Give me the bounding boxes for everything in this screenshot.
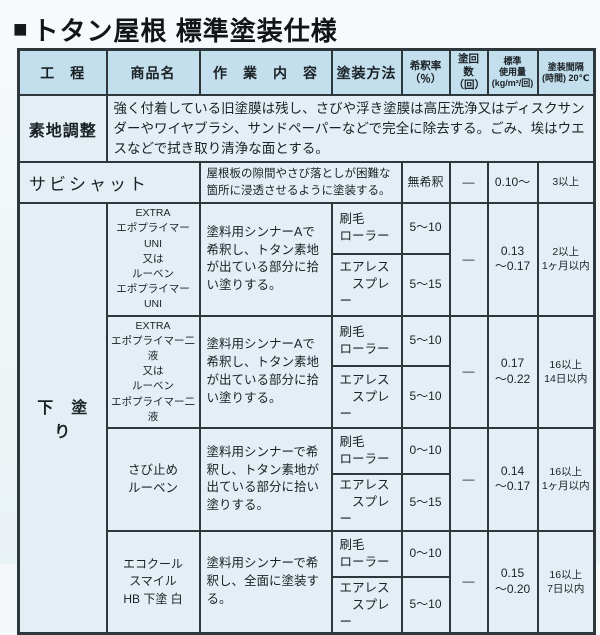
dilution-cell: 5〜15 bbox=[400, 473, 451, 532]
rust-shut-description: 屋根板の隙間やさび落としが困難な箇所に浸透させるように塗装する。 bbox=[198, 161, 403, 205]
method-cell: エアレス スプレー bbox=[330, 575, 403, 635]
coats-cell: — bbox=[448, 202, 489, 317]
header-interval: 塗装間隔 (時間) 20℃ bbox=[536, 48, 596, 97]
method-cell: 刷毛 ローラー bbox=[330, 529, 403, 578]
interval-cell: 16以上 1ヶ月以内 bbox=[536, 427, 596, 532]
dilution-cell: 0〜10 bbox=[400, 529, 451, 578]
undercoat-row-3a: さび止め ルーベン 塗料用シンナーで希釈し、トタン素地が出ている部分に拾い塗りす… bbox=[19, 427, 596, 532]
undercoat-row-1b: エアレス スプレー 5〜15 bbox=[19, 252, 595, 317]
rust-shut-dilution: 無希釈 bbox=[400, 161, 451, 205]
dilution-cell: 5〜10 bbox=[400, 314, 451, 368]
interval-cell: 2以上 1ヶ月以内 bbox=[536, 202, 596, 317]
interval-cell: 16以上 7日以内 bbox=[536, 529, 596, 635]
coats-cell: — bbox=[448, 529, 489, 635]
dilution-cell: 0〜10 bbox=[400, 427, 451, 476]
undercoat-row-1a: 下 塗 り EXTRA エポプライマーUNI 又は ルーベン エポプライマーUN… bbox=[17, 202, 596, 635]
product-name-cell: EXTRA エポプライマー二液 又は ルーベン エポプライマー二液 bbox=[105, 314, 201, 430]
method-cell: エアレス スプレー bbox=[330, 365, 403, 430]
method-cell: エアレス スプレー bbox=[330, 473, 403, 532]
header-method: 塗装方法 bbox=[330, 48, 403, 97]
product-name-cell: EXTRA エポプライマーUNI 又は ルーベン エポプライマーUNI bbox=[105, 202, 201, 317]
surface-prep-description: 強く付着している旧塗膜は残し、さびや浮き塗膜は高圧洗浄又はディスクサンダーやワイ… bbox=[105, 94, 596, 164]
undercoat-row-3b: エアレス スプレー 5〜15 bbox=[19, 473, 595, 532]
usage-cell: 0.17 〜0.22 bbox=[486, 314, 539, 430]
rust-shut-product-name: サビシャット bbox=[17, 161, 201, 205]
usage-cell: 0.15 〜0.20 bbox=[486, 529, 539, 635]
interval-cell: 16以上 14日以内 bbox=[536, 314, 596, 430]
usage-cell: 0.14 〜0.17 bbox=[486, 427, 539, 532]
header-coats: 塗回数 （回） bbox=[448, 48, 489, 97]
coats-cell: — bbox=[448, 314, 489, 430]
rust-shut-row: サビシャット 屋根板の隙間やさび落としが困難な箇所に浸透させるように塗装する。 … bbox=[17, 161, 596, 205]
work-description-cell: 塗料用シンナーで希釈し、全面に塗装する。 bbox=[198, 529, 333, 635]
page-title: トタン屋根 標準塗装仕様 bbox=[32, 16, 338, 46]
section-marker-icon: ■ bbox=[13, 15, 29, 43]
surface-prep-label: 素地調整 bbox=[17, 94, 108, 164]
header-usage: 標準 使用量 (kg/m²/回) bbox=[486, 48, 539, 97]
undercoat-row-2a: EXTRA エポプライマー二液 又は ルーベン エポプライマー二液 塗料用シンナ… bbox=[19, 314, 596, 430]
undercoat-process-label: 下 塗 り bbox=[17, 202, 108, 635]
work-description-cell: 塗料用シンナーAで希釈し、トタン素地が出ている部分に拾い塗りする。 bbox=[198, 202, 333, 317]
rust-shut-interval: 3以上 bbox=[536, 161, 596, 205]
spec-table: 工 程 商品名 作 業 内 容 塗装方法 希釈率 （％） 塗回数 （回） 標準 … bbox=[17, 48, 596, 635]
rust-shut-usage: 0.10〜 bbox=[486, 161, 539, 205]
header-product: 商品名 bbox=[105, 48, 201, 97]
dilution-cell: 5〜10 bbox=[400, 202, 451, 255]
method-cell: 刷毛 ローラー bbox=[330, 314, 403, 368]
coats-cell: — bbox=[448, 427, 489, 532]
rust-shut-coats: — bbox=[448, 161, 489, 205]
work-description-cell: 塗料用シンナーで希釈し、トタン素地が出ている部分に拾い塗りする。 bbox=[198, 427, 333, 532]
usage-cell: 0.13 〜0.17 bbox=[486, 202, 539, 317]
header-work: 作 業 内 容 bbox=[198, 48, 333, 97]
surface-prep-row: 素地調整 強く付着している旧塗膜は残し、さびや浮き塗膜は高圧洗浄又はディスクサン… bbox=[17, 94, 596, 164]
dilution-cell: 5〜10 bbox=[400, 575, 451, 635]
undercoat-row-2b: エアレス スプレー 5〜10 bbox=[19, 365, 595, 430]
product-name-cell: エコクール スマイル HB 下塗 白 bbox=[105, 529, 201, 635]
method-cell: 刷毛 ローラー bbox=[330, 202, 403, 255]
header-row: 工 程 商品名 作 業 内 容 塗装方法 希釈率 （％） 塗回数 （回） 標準 … bbox=[17, 48, 596, 97]
section-title-bar: ■ トタン屋根 標準塗装仕様 bbox=[13, 11, 338, 48]
dilution-cell: 5〜15 bbox=[400, 252, 451, 317]
dilution-cell: 5〜10 bbox=[400, 365, 451, 430]
method-cell: エアレス スプレー bbox=[330, 252, 403, 317]
work-description-cell: 塗料用シンナーAで希釈し、トタン素地が出ている部分に拾い塗りする。 bbox=[198, 314, 333, 430]
method-cell: 刷毛 ローラー bbox=[330, 427, 403, 476]
header-process: 工 程 bbox=[17, 48, 108, 97]
header-dilution: 希釈率 （％） bbox=[400, 48, 451, 97]
product-name-cell: さび止め ルーベン bbox=[105, 427, 201, 532]
